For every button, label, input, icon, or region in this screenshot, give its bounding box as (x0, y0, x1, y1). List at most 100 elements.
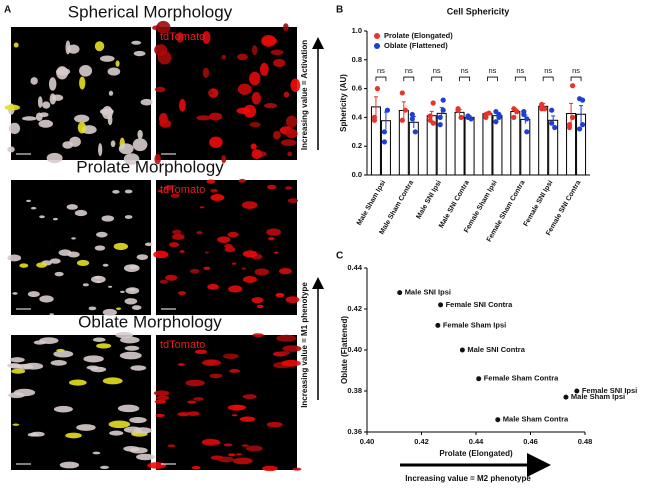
data-point (569, 83, 576, 89)
cell (236, 107, 251, 114)
bracket (570, 76, 582, 82)
cell (38, 119, 54, 128)
data-point (455, 106, 461, 112)
cell (36, 262, 47, 268)
bar (454, 111, 465, 176)
cell (245, 445, 263, 452)
scatter-point (574, 388, 580, 394)
y-tick-label: 0.8 (352, 55, 362, 64)
cell (124, 189, 133, 194)
cell (179, 250, 185, 253)
cell (273, 130, 281, 140)
cell (71, 237, 76, 240)
channel-label: tdTomato (160, 184, 205, 196)
row-title: Spherical Morphology (68, 2, 233, 21)
panel-label: C (336, 251, 343, 262)
cell (96, 231, 108, 238)
chart-title: Cell Sphericity (447, 6, 510, 16)
scatter-point (397, 290, 403, 296)
cell (249, 122, 261, 128)
cell (49, 258, 61, 264)
cell (92, 451, 101, 455)
cell (123, 264, 140, 273)
data-point (427, 113, 433, 119)
point-label: Male Sham Contra (503, 415, 569, 424)
cell (262, 465, 278, 472)
cell (282, 345, 302, 352)
cell (140, 98, 153, 106)
cell (154, 399, 167, 404)
data-point (493, 109, 499, 115)
cell (251, 91, 261, 105)
significance: ns (516, 66, 524, 75)
cell (12, 423, 20, 426)
point-label: Male SNI Contra (467, 345, 525, 354)
side-label: Increasing value = M2 phenotype (405, 474, 531, 483)
cell (33, 340, 46, 345)
cell (129, 416, 147, 424)
cell (221, 54, 227, 60)
cell (59, 461, 80, 469)
row-title: Oblate Morphology (78, 312, 222, 331)
channel-label: tdTomato (160, 339, 205, 351)
cell (190, 268, 200, 274)
cell (241, 444, 249, 447)
cell (287, 198, 298, 204)
cell (165, 274, 178, 281)
x-tick-label: 0.40 (360, 437, 375, 446)
cell (238, 178, 247, 183)
cell (191, 466, 201, 470)
cell (170, 193, 180, 199)
cell (279, 351, 291, 356)
cell (131, 40, 142, 45)
point-label: Male Sham Ipsi (571, 392, 625, 401)
cell (134, 427, 153, 434)
y-tick-label: 0.42 (347, 304, 362, 313)
cell (108, 285, 113, 288)
cell (177, 412, 190, 417)
data-point (381, 129, 388, 135)
cell (7, 146, 15, 153)
legend-marker (374, 33, 380, 39)
cell (118, 143, 134, 155)
cell (172, 233, 185, 240)
micrograph (156, 27, 297, 160)
data-point (496, 114, 502, 120)
x-tick-label: Male SNI Ipsi (415, 179, 443, 220)
cell (196, 115, 211, 121)
data-point (399, 90, 405, 96)
cell (154, 86, 166, 93)
micrographs (4, 20, 302, 472)
cell (256, 304, 264, 309)
data-point (409, 116, 415, 122)
cell (276, 334, 297, 342)
cell (94, 245, 106, 251)
cell (30, 206, 37, 210)
cell (56, 66, 69, 80)
cell (221, 155, 227, 164)
cell (52, 217, 58, 221)
cell (99, 55, 115, 62)
cell (112, 190, 120, 194)
cell (19, 263, 29, 268)
y-tick-label: 0.38 (347, 386, 362, 395)
cell (194, 349, 208, 354)
cell (53, 350, 74, 358)
cell (201, 359, 221, 367)
cell (208, 112, 223, 121)
data-point (549, 107, 555, 113)
bracket (514, 76, 526, 82)
data-point (511, 106, 517, 112)
data-point (552, 124, 558, 131)
cell (30, 77, 38, 85)
cell (206, 179, 216, 184)
cell (266, 228, 282, 236)
cell (281, 359, 301, 367)
cell (67, 44, 80, 54)
cell (48, 77, 57, 91)
cell (96, 343, 112, 349)
cell (242, 275, 257, 283)
cell (237, 83, 252, 95)
cell (100, 465, 110, 469)
scatter-point (435, 322, 441, 328)
